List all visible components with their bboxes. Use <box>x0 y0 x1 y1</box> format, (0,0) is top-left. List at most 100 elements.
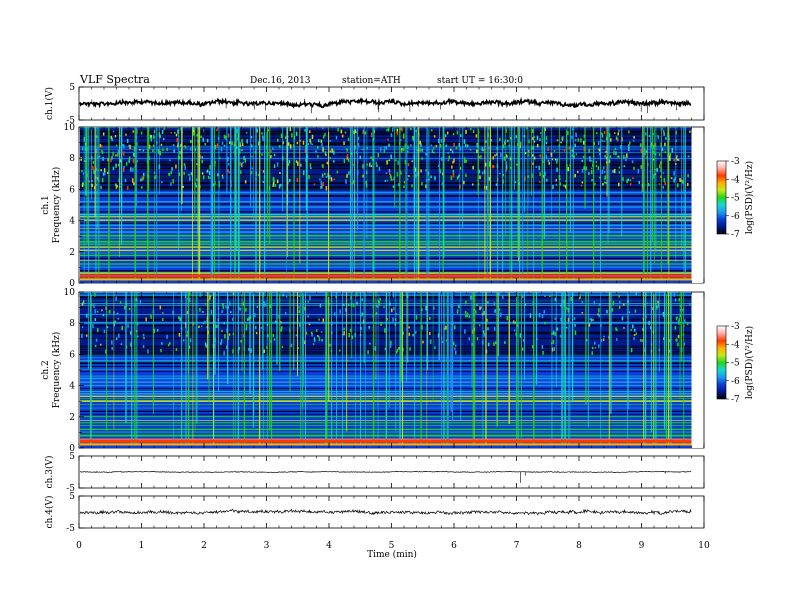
spectral-speckle <box>346 156 349 160</box>
spectral-speckle <box>257 141 260 146</box>
spectral-speckle <box>241 162 243 168</box>
spectral-speckle <box>453 142 455 147</box>
spectral-speckle <box>488 176 490 181</box>
spectral-speckle <box>608 159 611 163</box>
spectral-speckle <box>493 301 496 306</box>
spectral-speckle <box>531 154 534 157</box>
spectral-speckle <box>550 152 553 157</box>
spectral-speckle <box>81 146 84 151</box>
spectral-speckle <box>551 347 554 352</box>
station-label: station=ATH <box>342 76 401 86</box>
spectral-speckle <box>678 317 680 322</box>
spectral-speckle <box>571 154 573 158</box>
spectral-speckle <box>337 128 339 132</box>
spectral-speckle <box>225 135 227 140</box>
spectral-speckle <box>493 342 495 346</box>
colorbar-tick-label: -3 <box>731 322 740 332</box>
spectral-speckle <box>369 162 371 167</box>
spectral-speckle <box>591 346 594 350</box>
spectral-speckle <box>100 343 102 346</box>
spectral-speckle <box>112 130 115 133</box>
y-tick-label: 10 <box>64 288 76 298</box>
spectral-speckle <box>216 143 219 148</box>
spectral-speckle <box>340 129 343 134</box>
spectral-speckle <box>594 182 596 186</box>
spectral-speckle <box>552 339 555 344</box>
spectral-speckle <box>159 134 161 139</box>
spectral-speckle <box>548 162 551 165</box>
spectral-speckle <box>139 300 142 305</box>
spectral-speckle <box>485 140 487 144</box>
spectral-speckle <box>657 300 659 304</box>
spectral-speckle <box>125 161 128 166</box>
spectral-speckle <box>598 152 601 156</box>
spectral-speckle <box>493 326 496 331</box>
spectral-speckle <box>502 295 504 300</box>
spectral-speckle <box>466 312 469 317</box>
spectral-speckle <box>133 152 135 157</box>
spectral-speckle <box>142 176 145 180</box>
spectral-speckle <box>102 156 104 161</box>
spectral-speckle <box>278 314 280 319</box>
spectral-speckle <box>429 339 432 343</box>
x-tick-label: 2 <box>201 541 207 551</box>
spectral-speckle <box>375 161 378 165</box>
spectral-speckle <box>94 309 96 314</box>
spectral-speckle <box>320 186 322 189</box>
spectral-speckle <box>102 132 105 136</box>
spectral-speckle <box>122 168 125 172</box>
spectral-speckle <box>581 312 584 314</box>
spectral-speckle <box>262 180 265 183</box>
spectral-speckle <box>361 312 364 316</box>
spectral-speckle <box>455 146 458 150</box>
spectral-speckle <box>254 313 256 318</box>
spectral-speckle <box>190 140 193 143</box>
spectral-speckle <box>598 176 601 179</box>
spectral-speckle <box>554 332 556 336</box>
spectral-speckle <box>196 163 198 165</box>
spectral-speckle <box>603 335 605 338</box>
spectral-speckle <box>182 339 185 342</box>
spectral-speckle <box>81 182 84 188</box>
spectral-speckle <box>223 350 225 356</box>
spectral-speckle <box>633 166 635 170</box>
x-tick-label: 4 <box>326 541 332 551</box>
spectral-speckle <box>480 306 482 309</box>
y-tick-label: 0 <box>69 444 75 454</box>
spectral-speckle <box>153 136 156 138</box>
spectral-speckle <box>291 133 293 138</box>
spectral-speckle <box>606 310 608 314</box>
spectral-speckle <box>295 334 298 337</box>
spectral-speckle <box>322 164 324 169</box>
spectral-speckle <box>349 328 352 332</box>
y-tick-label: 8 <box>69 319 75 329</box>
spectral-speckle <box>419 141 421 145</box>
spectral-speckle <box>163 127 166 130</box>
spectral-speckle <box>136 160 138 163</box>
spectral-speckle <box>142 172 145 177</box>
spectral-speckle <box>190 172 193 176</box>
spectral-speckle <box>182 185 184 188</box>
spectral-speckle <box>318 338 321 342</box>
spectral-speckle <box>396 172 399 174</box>
spectral-speckle <box>677 320 680 325</box>
spectral-speckle <box>403 185 405 189</box>
spectral-speckle <box>188 345 191 349</box>
spectral-speckle <box>172 310 174 315</box>
spectral-speckle <box>239 142 241 148</box>
spectral-speckle <box>258 173 260 177</box>
spectral-speckle <box>508 144 510 148</box>
spectral-speckle <box>256 129 259 133</box>
spectral-speckle <box>450 148 452 151</box>
start-time-label: start UT = 16:30:0 <box>437 76 523 86</box>
spectral-speckle <box>663 178 666 183</box>
spectral-speckle <box>538 181 541 183</box>
spectral-speckle <box>330 177 333 182</box>
spectral-speckle <box>625 156 627 162</box>
spectral-speckle <box>654 173 656 176</box>
spectral-speckle <box>679 305 682 307</box>
spectral-speckle <box>450 175 453 180</box>
spectral-speckle <box>309 296 311 301</box>
spectral-speckle <box>232 349 234 354</box>
spectral-speckle <box>342 333 344 336</box>
